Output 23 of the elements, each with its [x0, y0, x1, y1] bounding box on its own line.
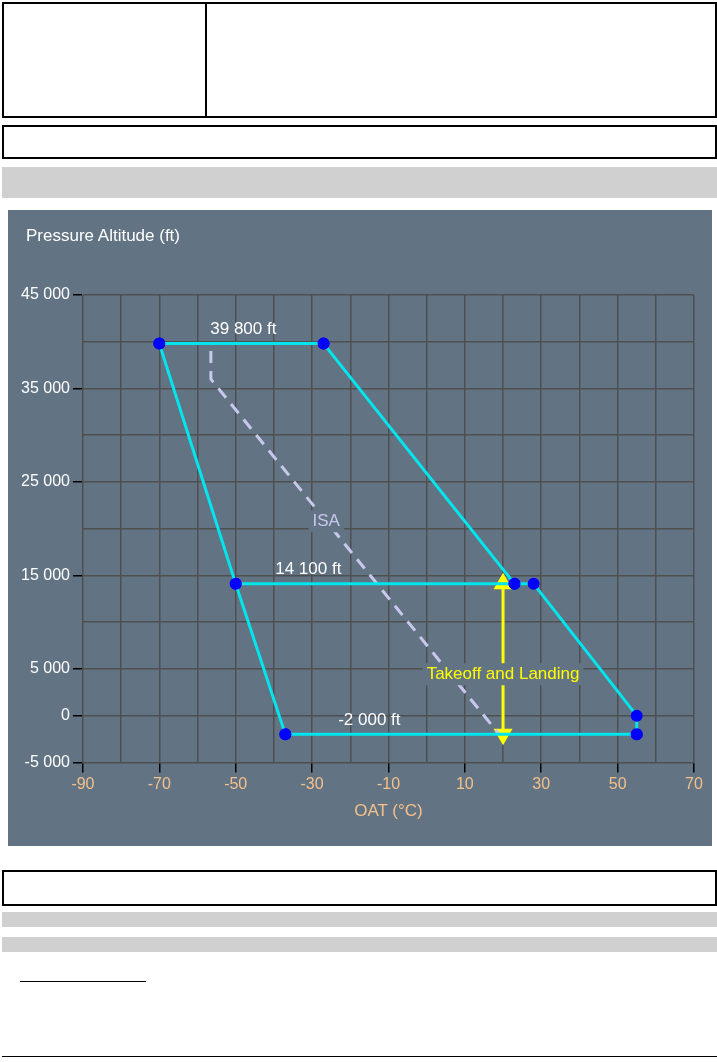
annotation: -2 000 ft — [338, 709, 401, 729]
x-axis-title: OAT (°C) — [354, 801, 423, 821]
annotation: 14 100 ft — [275, 559, 342, 579]
y-tick-label: 0 — [61, 706, 71, 724]
y-tick-label: 25 000 — [21, 472, 71, 490]
x-tick-label: 50 — [608, 775, 627, 793]
x-tick-label: -30 — [300, 775, 324, 793]
y-tick-label: 15 000 — [21, 565, 71, 583]
x-tick-label: 10 — [455, 775, 474, 793]
annotation: 39 800 ft — [210, 318, 277, 338]
x-tick-label: -90 — [71, 775, 95, 793]
x-tick-label: -70 — [147, 775, 171, 793]
series-label: ISA — [312, 510, 341, 530]
x-tick-label: -10 — [376, 775, 401, 793]
y-axis-title: Pressure Altitude (ft) — [26, 226, 181, 245]
y-tick-label: -5 000 — [24, 752, 71, 770]
y-tick-label: 35 000 — [21, 378, 71, 396]
y-tick-label: 5 000 — [29, 659, 71, 677]
x-tick-label: 30 — [532, 775, 551, 793]
x-tick-label: 70 — [685, 775, 703, 793]
series-label: Takeoff and Landing — [426, 663, 580, 683]
x-tick-label: -50 — [224, 775, 248, 793]
y-tick-label: 45 000 — [21, 285, 71, 303]
